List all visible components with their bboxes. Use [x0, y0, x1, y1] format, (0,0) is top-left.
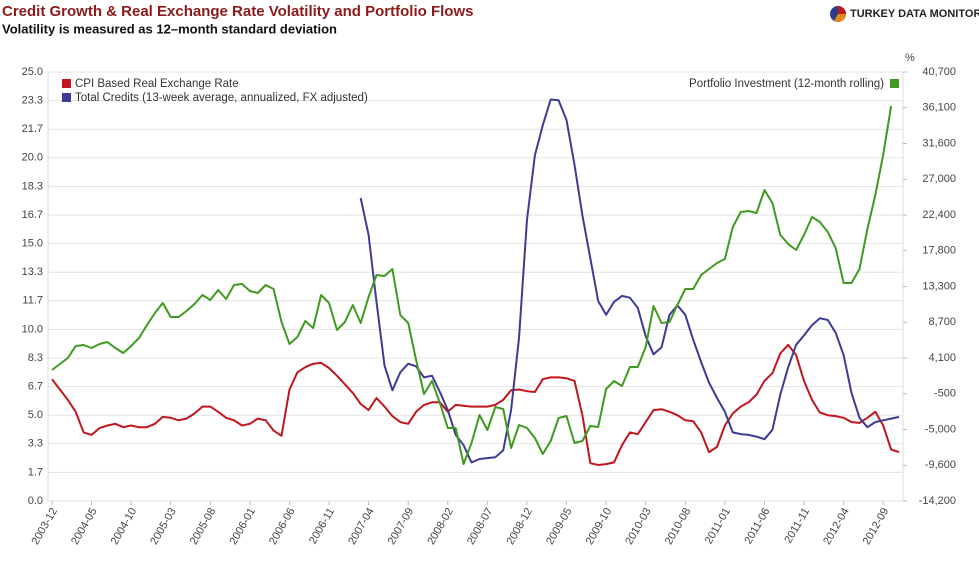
chart-title: Credit Growth & Real Exchange Rate Volat…: [2, 3, 473, 20]
legend-swatch: [62, 93, 71, 102]
x-tick-label: 2011-01: [703, 506, 733, 546]
x-tick-label: 2005-08: [188, 506, 219, 547]
brand-logo: [830, 6, 847, 23]
y2-tick-label: -9,600: [925, 459, 956, 471]
y2-tick-label: 36,100: [922, 102, 956, 114]
x-tick-label: 2003-12: [29, 506, 60, 547]
x-tick-label: 2010-08: [663, 506, 694, 547]
plot-frame: [47, 71, 904, 502]
series-line: [51, 343, 900, 466]
y2-tick-label: 31,600: [922, 137, 956, 149]
x-tick-label: 2007-09: [386, 506, 417, 547]
x-tick-label: 2008-12: [504, 506, 535, 547]
x-tick-label: 2008-07: [465, 506, 496, 547]
x-tick-label: 2012-04: [821, 506, 852, 547]
x-tick-label: 2011-11: [782, 506, 812, 546]
x-tick-label: 2012-09: [861, 506, 892, 547]
x-tick-label: 2004-05: [69, 506, 100, 547]
y-tick-label: 0.0: [28, 495, 43, 507]
y-tick-label: 21.7: [22, 123, 43, 135]
y2-tick-label: -14,200: [919, 495, 956, 507]
y2-tick-label: -5,000: [925, 423, 956, 435]
y-tick-label: 16.7: [22, 209, 43, 221]
y-tick-label: 3.3: [28, 438, 43, 450]
legend-label: CPI Based Real Exchange Rate: [75, 78, 239, 90]
y-tick-label: 1.7: [28, 466, 43, 478]
x-tick-label: 2005-03: [148, 506, 179, 547]
y2-tick-label: 8,700: [928, 316, 956, 328]
brand-name: TURKEY DATA MONITOR: [850, 8, 979, 20]
y-tick-label: 8.3: [28, 352, 43, 364]
y-tick-label: 6.7: [28, 381, 43, 393]
y-tick-label: 25.0: [22, 66, 43, 78]
y2-tick-label: -500: [934, 388, 956, 400]
y-tick-label: 18.3: [22, 180, 43, 192]
y2-tick-label: 17,800: [922, 245, 956, 257]
y-tick-label: 23.3: [22, 95, 43, 107]
y2-unit: %: [905, 52, 915, 64]
x-tick-label: 2007-04: [346, 506, 377, 547]
y-tick-label: 13.3: [22, 266, 43, 278]
x-tick-label: 2009-05: [544, 506, 575, 547]
chart-subtitle: Volatility is measured as 12–month stand…: [2, 21, 337, 36]
legend-swatch: [62, 79, 71, 88]
series-line: [359, 98, 900, 464]
x-tick-label: 2009-10: [584, 506, 615, 547]
legend-label: Portfolio Investment (12-month rolling): [689, 78, 884, 90]
x-tick-label: 2008-02: [425, 506, 456, 547]
x-tick-label: 2006-06: [267, 506, 298, 547]
y2-tick-label: 27,000: [922, 173, 956, 185]
x-tick-label: 2011-06: [742, 506, 772, 546]
y2-tick-label: 40,700: [922, 66, 956, 78]
legend-label: Total Credits (13-week average, annualiz…: [75, 92, 368, 104]
y-tick-label: 5.0: [28, 409, 43, 421]
y-tick-label: 11.7: [22, 295, 43, 307]
x-tick-label: 2006-01: [227, 506, 258, 547]
x-tick-label: 2004-10: [109, 506, 140, 547]
y2-tick-label: 13,300: [922, 280, 956, 292]
y2-tick-label: 4,100: [928, 352, 956, 364]
y-tick-label: 15.0: [22, 238, 43, 250]
x-tick-label: 2010-03: [623, 506, 654, 547]
y-tick-label: 20.0: [22, 152, 43, 164]
series-line: [51, 105, 893, 465]
x-tick-label: 2006-11: [307, 506, 337, 546]
y-tick-label: 10.0: [22, 323, 43, 335]
y2-tick-label: 22,400: [922, 209, 956, 221]
legend-swatch: [890, 79, 899, 88]
